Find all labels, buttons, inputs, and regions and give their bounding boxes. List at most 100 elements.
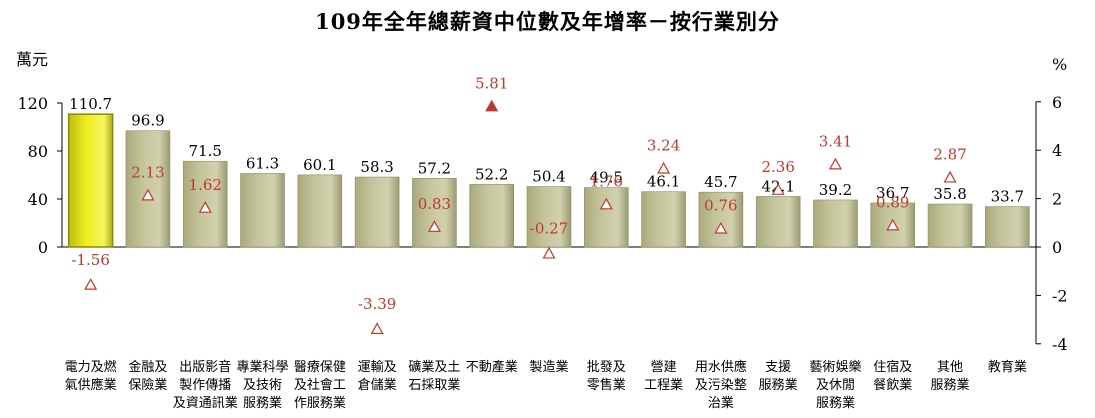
- category-label: 服務業: [243, 395, 282, 411]
- growth-rate-label: 0.89: [876, 193, 909, 211]
- category-label: 教育業: [988, 359, 1027, 375]
- growth-rate-marker: [657, 161, 671, 174]
- bar: [813, 199, 858, 248]
- bar-value-label: 96.9: [131, 112, 164, 130]
- category-label: 餐飲業: [873, 377, 912, 393]
- bar: [354, 176, 400, 248]
- category-label: 倉儲業: [358, 377, 397, 393]
- bar-value-label: 35.8: [933, 185, 966, 203]
- left-axis-tick-label: 120: [17, 94, 48, 113]
- bar-value-label: 46.1: [647, 173, 680, 191]
- category-label: 服務業: [816, 395, 855, 411]
- left-axis-tick-label: 80: [28, 142, 48, 161]
- bar-value-label: 45.7: [704, 173, 737, 191]
- bar-value-label: 50.4: [532, 168, 565, 186]
- category-label: 製作傳播: [179, 378, 231, 393]
- growth-rate-label: 0.83: [418, 195, 451, 213]
- left-axis-tick-label: 40: [28, 190, 48, 209]
- bar: [583, 187, 629, 248]
- category-label: 及技術: [243, 378, 282, 393]
- growth-rate-label: 1.62: [189, 176, 222, 194]
- right-axis-tick-label: 4: [1052, 141, 1062, 160]
- category-label: 服務業: [759, 377, 798, 393]
- growth-rate-marker: [485, 99, 499, 112]
- category-label: 住宿及: [873, 359, 912, 375]
- growth-rate-label: 2.87: [933, 146, 966, 164]
- growth-rate-label: 3.24: [647, 137, 680, 155]
- category-label: 支援: [765, 360, 791, 375]
- right-axis-tick-label: -4: [1052, 335, 1068, 354]
- bar: [526, 186, 572, 248]
- category-label: 用水供應: [695, 359, 747, 375]
- growth-rate-marker: [714, 221, 728, 234]
- category-label: 運輸及: [358, 360, 397, 375]
- category-label: 及資通訊業: [173, 395, 238, 411]
- growth-rate-label: 2.36: [761, 158, 794, 176]
- category-label: 工程業: [644, 377, 683, 393]
- bar: [469, 184, 515, 248]
- bar-value-label: 49.5: [590, 169, 623, 187]
- category-label: 氣供應業: [65, 377, 117, 393]
- category-label: 及社會工: [294, 377, 346, 393]
- growth-rate-marker: [198, 201, 212, 213]
- growth-rate-marker: [599, 197, 613, 210]
- category-label: 出版影音: [179, 359, 231, 375]
- bar-value-label: 61.3: [246, 154, 279, 172]
- category-label: 其他: [937, 360, 963, 375]
- growth-rate-label: 0.76: [704, 197, 737, 215]
- bar: [755, 196, 801, 248]
- category-label: 製造業: [529, 359, 568, 375]
- growth-rate-label: 3.41: [819, 132, 852, 150]
- bar-value-label: 71.5: [189, 142, 222, 160]
- growth-rate-label: 2.13: [131, 163, 164, 181]
- category-label: 及污染整: [695, 378, 747, 393]
- category-label: 金融及: [128, 359, 167, 375]
- bar: [641, 191, 686, 248]
- bar: [698, 191, 744, 248]
- right-axis-tick-label: -2: [1052, 286, 1068, 305]
- right-axis-tick-label: 0: [1052, 238, 1062, 257]
- category-label: 及休閒: [816, 378, 855, 393]
- category-label: 保險業: [128, 377, 167, 393]
- right-axis-tick-label: 2: [1052, 190, 1062, 209]
- category-label: 不動產業: [466, 359, 518, 375]
- bar-value-label: 110.7: [69, 95, 112, 113]
- bar-value-label: 52.2: [475, 165, 508, 183]
- growth-rate-label: -1.56: [71, 251, 109, 269]
- category-label: 醫療保健: [294, 360, 346, 375]
- category-label: 服務業: [931, 377, 970, 393]
- category-label: 營建: [651, 360, 677, 375]
- left-axis-unit: 萬元: [16, 50, 48, 69]
- category-label: 零售業: [587, 377, 626, 393]
- bar: [412, 178, 457, 248]
- bar-value-label: 57.2: [418, 159, 451, 177]
- bar: [297, 174, 343, 248]
- bar: [67, 113, 114, 248]
- growth-rate-label: -3.39: [358, 295, 396, 313]
- chart-title: 109年全年總薪資中位數及年增率－按行業別分: [315, 9, 780, 34]
- bar-value-label: 60.1: [303, 156, 336, 174]
- growth-rate-label: 1.76: [590, 172, 623, 190]
- category-label: 作服務業: [294, 395, 346, 411]
- category-label: 石採取業: [408, 377, 460, 393]
- category-label: 治業: [708, 395, 734, 411]
- bar-value-label: 58.3: [360, 158, 393, 176]
- right-axis-tick-label: 6: [1052, 93, 1062, 112]
- right-axis-unit: %: [1052, 55, 1067, 74]
- category-label: 批發及: [587, 360, 626, 375]
- bar: [240, 173, 285, 248]
- growth-rate-marker: [370, 322, 384, 335]
- left-axis-tick-label: 0: [38, 238, 48, 257]
- bar: [927, 203, 973, 248]
- growth-rate-marker: [828, 157, 842, 170]
- category-label: 專業科學: [237, 359, 289, 375]
- category-label: 電力及燃: [65, 359, 117, 375]
- growth-rate-marker: [886, 218, 900, 231]
- growth-rate-marker: [943, 170, 957, 183]
- bar-value-label: 39.2: [819, 181, 852, 199]
- growth-rate-label: -0.27: [530, 220, 568, 238]
- bar: [985, 206, 1030, 248]
- bar-value-label: 36.7: [876, 184, 909, 202]
- growth-rate-marker: [771, 183, 785, 195]
